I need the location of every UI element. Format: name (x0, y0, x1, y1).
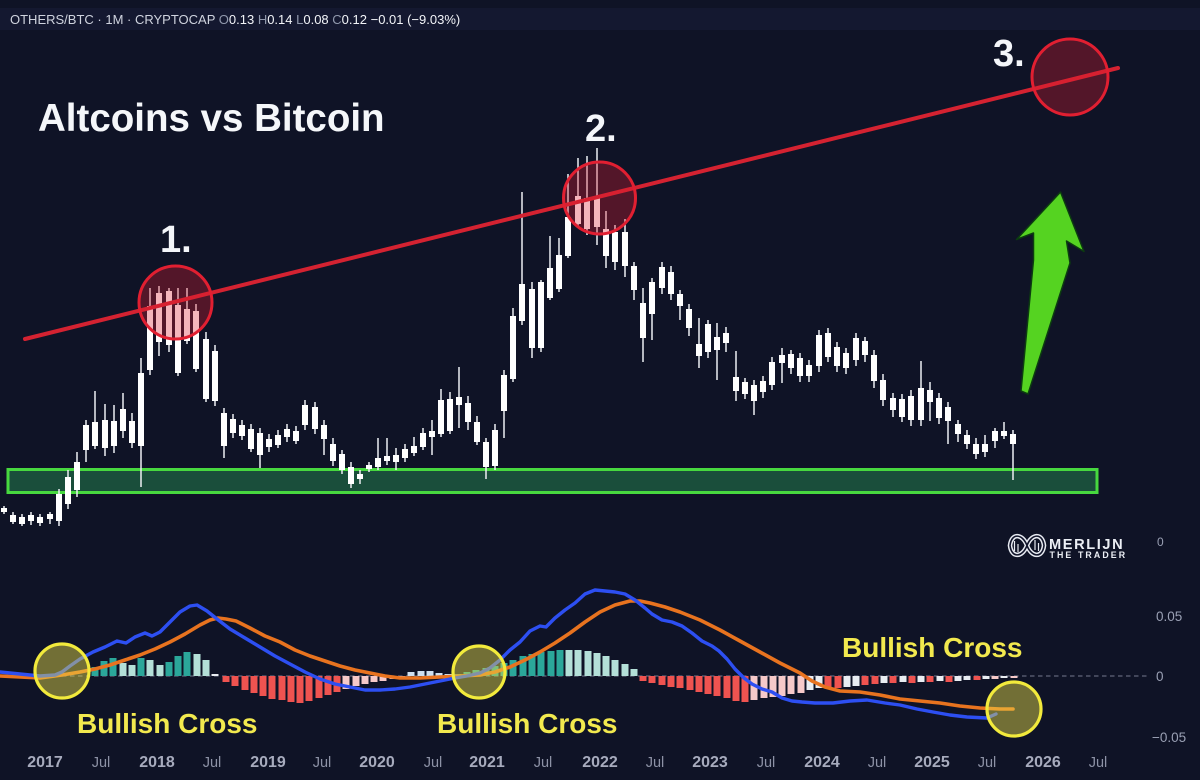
svg-text:2025: 2025 (914, 754, 950, 771)
svg-text:2019: 2019 (250, 754, 286, 771)
svg-text:Bullish Cross: Bullish Cross (842, 632, 1022, 663)
svg-text:MERLIJN: MERLIJN (1049, 537, 1124, 553)
svg-text:Jul: Jul (534, 755, 553, 771)
svg-text:2022: 2022 (582, 754, 618, 771)
svg-text:Altcoins vs Bitcoin: Altcoins vs Bitcoin (38, 97, 385, 140)
svg-text:2026: 2026 (1025, 754, 1061, 771)
svg-text:THE TRADER: THE TRADER (1050, 550, 1128, 560)
svg-text:Jul: Jul (978, 755, 997, 771)
svg-text:OTHERS/BTC · 1M · CRYPTOCAP O0: OTHERS/BTC · 1M · CRYPTOCAP O0.13 H0.14 … (10, 12, 460, 27)
svg-text:Jul: Jul (92, 755, 111, 771)
svg-text:Jul: Jul (646, 755, 665, 771)
svg-text:2017: 2017 (27, 754, 63, 771)
svg-text:Bullish Cross: Bullish Cross (77, 708, 257, 739)
svg-text:2020: 2020 (359, 754, 395, 771)
svg-text:Jul: Jul (868, 755, 887, 771)
svg-text:3.: 3. (993, 33, 1025, 75)
svg-text:Jul: Jul (1089, 755, 1108, 771)
svg-text:2018: 2018 (139, 754, 175, 771)
svg-text:Jul: Jul (313, 755, 332, 771)
svg-text:Bullish Cross: Bullish Cross (437, 708, 617, 739)
svg-text:2021: 2021 (469, 754, 505, 771)
svg-text:1.: 1. (160, 219, 192, 261)
svg-text:2023: 2023 (692, 754, 728, 771)
svg-text:Jul: Jul (424, 755, 443, 771)
svg-text:−0.05: −0.05 (1152, 730, 1186, 745)
svg-text:0: 0 (1157, 535, 1164, 549)
svg-text:Jul: Jul (203, 755, 222, 771)
svg-text:Jul: Jul (757, 755, 776, 771)
svg-text:0: 0 (1156, 669, 1164, 684)
svg-text:2.: 2. (585, 108, 617, 150)
svg-text:2024: 2024 (804, 754, 840, 771)
svg-text:0.05: 0.05 (1156, 609, 1182, 624)
